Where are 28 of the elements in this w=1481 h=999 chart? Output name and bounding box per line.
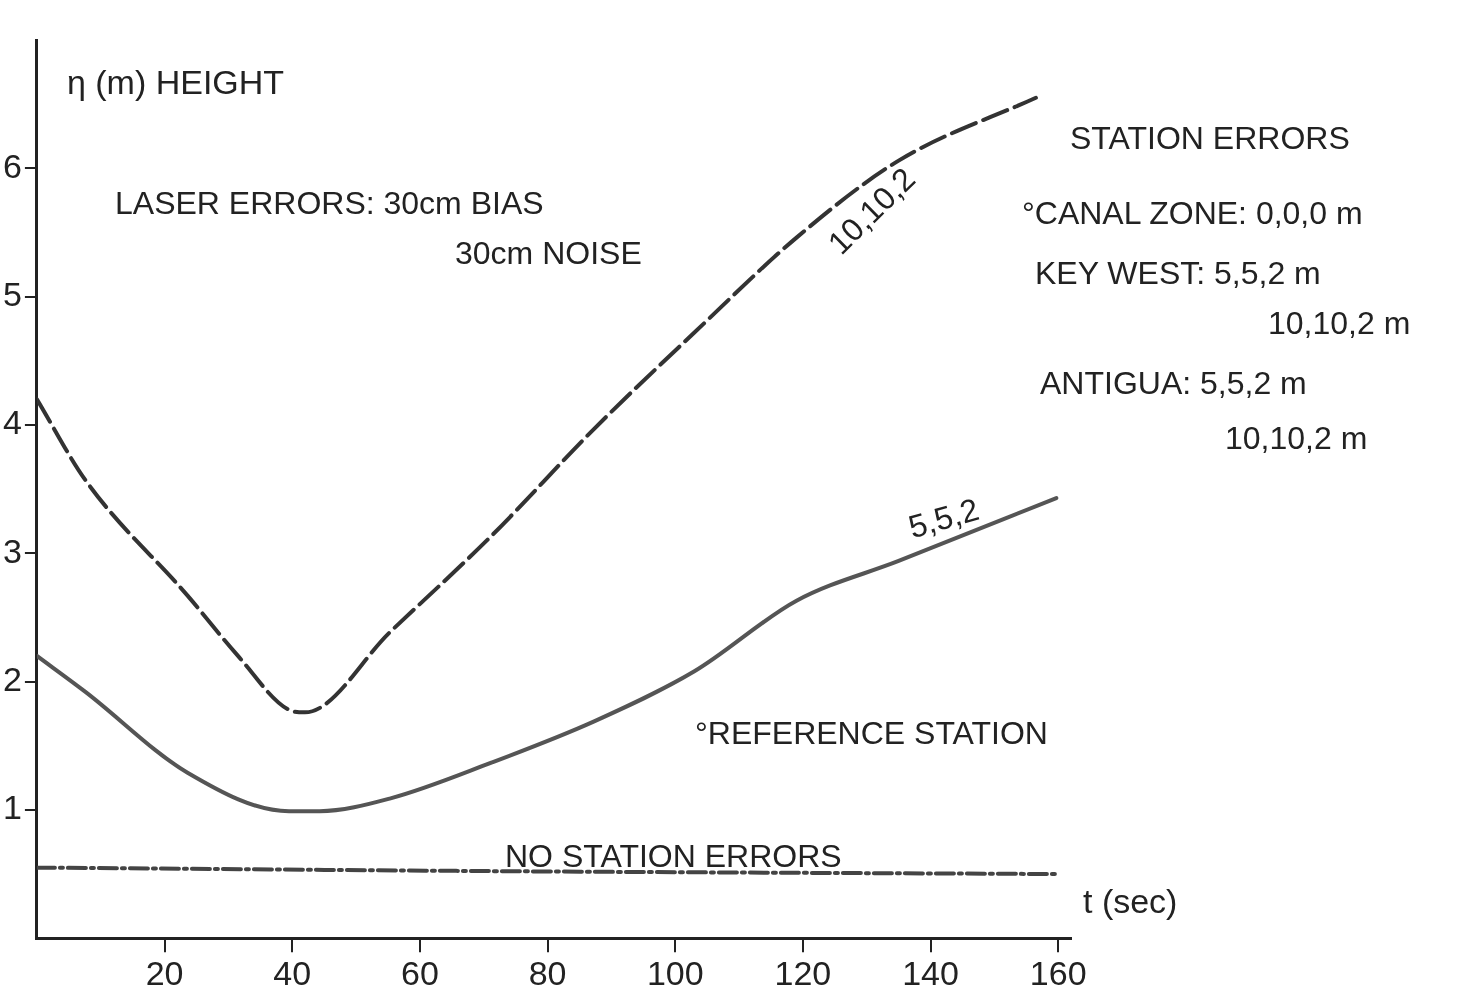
y-tick-label: 1 bbox=[2, 788, 22, 827]
annotation: STATION ERRORS bbox=[1070, 119, 1350, 156]
line-series bbox=[36, 496, 1059, 814]
y-tick-label: 2 bbox=[2, 659, 22, 698]
annotation: LASER ERRORS: 30cm BIAS bbox=[115, 184, 544, 221]
text: 5,5,2 bbox=[904, 490, 983, 546]
annotation: 30cm NOISE bbox=[455, 234, 642, 271]
x-tick-label: 100 bbox=[646, 953, 704, 992]
x-tick-label: 80 bbox=[528, 953, 567, 992]
annotation: °REFERENCE STATION bbox=[695, 714, 1048, 751]
y-axis-title: η (m) HEIGHT bbox=[66, 63, 285, 102]
annotation: KEY WEST: 5,5,2 m bbox=[1035, 254, 1321, 291]
text: 10,10,2 m bbox=[1268, 304, 1411, 341]
y-tick-label: 4 bbox=[2, 403, 22, 442]
x-tick-label: 160 bbox=[1029, 953, 1087, 992]
text: 10,10,2 m bbox=[1225, 419, 1368, 456]
x-tick-label: 140 bbox=[902, 953, 959, 992]
x-axis-title: t (sec) bbox=[1083, 881, 1178, 920]
x-tick-label: 40 bbox=[273, 953, 312, 992]
series-label: NO STATION ERRORS bbox=[505, 837, 842, 874]
y-tick-label: 6 bbox=[2, 146, 22, 185]
annotation: °CANAL ZONE: 0,0,0 m bbox=[1022, 194, 1363, 231]
y-tick-label: 3 bbox=[2, 531, 22, 570]
x-tick-label: 60 bbox=[400, 953, 439, 992]
x-tick-label: 120 bbox=[774, 953, 832, 992]
annotation: ANTIGUA: 5,5,2 m bbox=[1040, 364, 1307, 401]
y-tick-label: 5 bbox=[2, 275, 22, 313]
x-tick-label: 20 bbox=[145, 953, 184, 992]
